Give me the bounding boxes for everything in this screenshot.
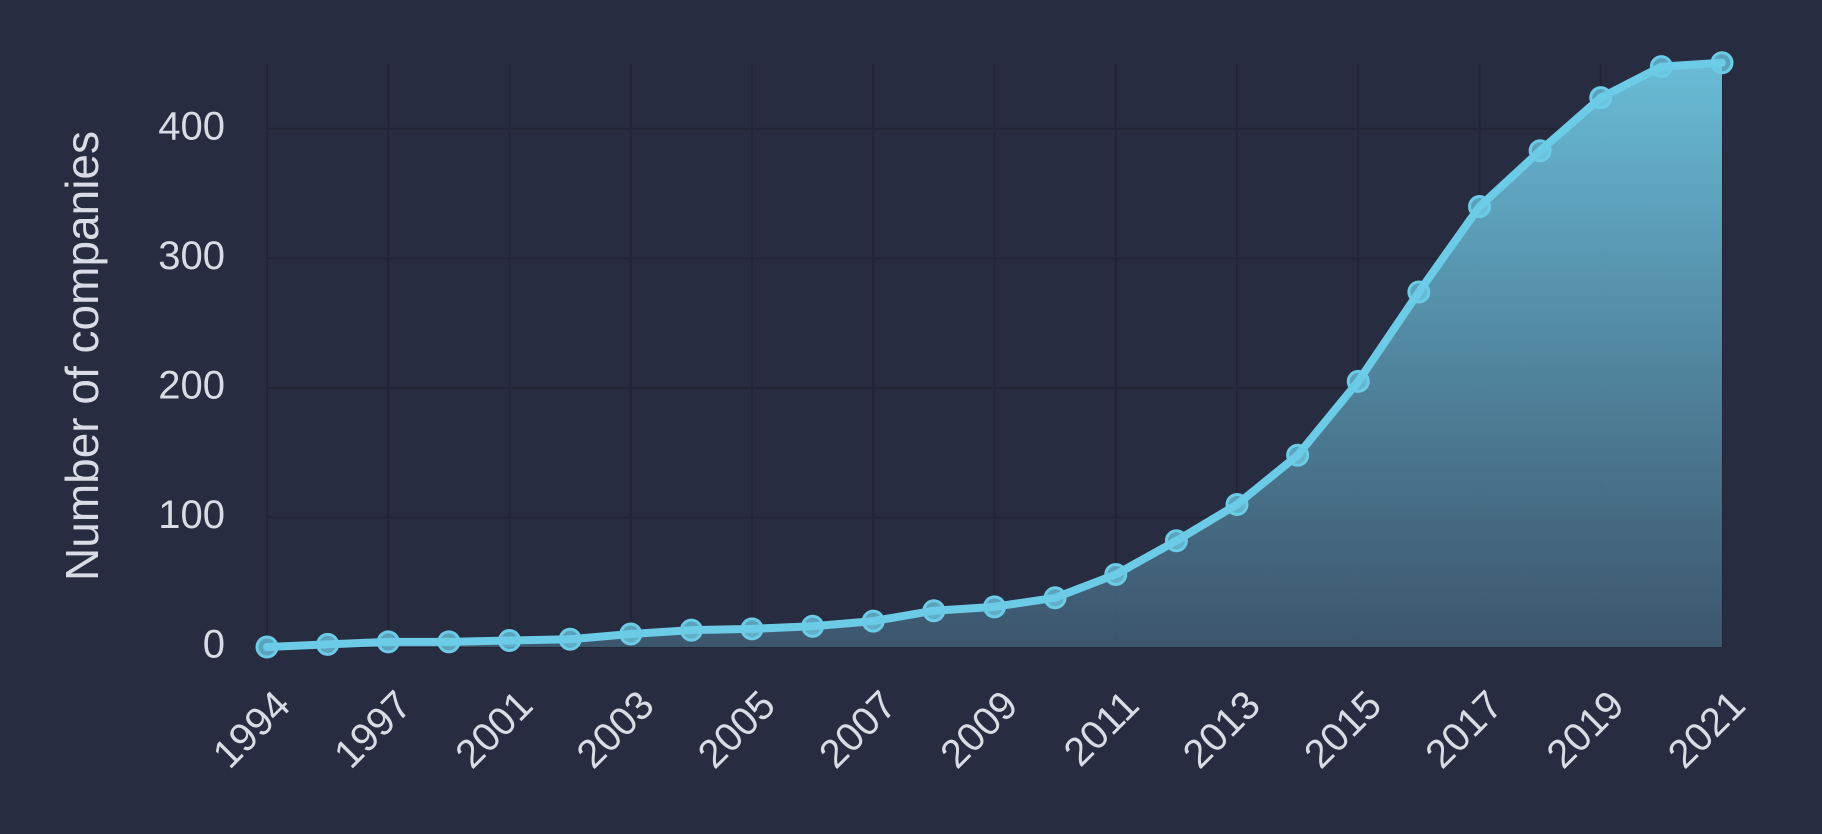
point <box>558 627 582 651</box>
point <box>316 632 340 656</box>
x-tick-label: 2007 <box>811 683 905 777</box>
point <box>1043 586 1067 610</box>
point <box>740 617 764 641</box>
y-tick-label: 300 <box>158 234 225 278</box>
x-tick-label: 1994 <box>205 683 299 777</box>
x-tick-label: 2017 <box>1417 683 1511 777</box>
x-tick-label: 1997 <box>326 683 420 777</box>
point <box>376 630 400 654</box>
point <box>1104 562 1128 586</box>
point <box>1649 55 1673 79</box>
point <box>437 630 461 654</box>
point <box>1589 86 1613 110</box>
x-tick-label: 2015 <box>1296 683 1390 777</box>
point <box>1164 529 1188 553</box>
x-tick-label: 2011 <box>1056 683 1148 775</box>
point <box>255 635 279 659</box>
point <box>1286 443 1310 467</box>
point <box>619 622 643 646</box>
area <box>267 62 1722 647</box>
point <box>679 618 703 642</box>
x-tick-label: 2009 <box>932 683 1026 777</box>
y-tick-label: 100 <box>158 493 225 537</box>
x-tick-label: 2019 <box>1539 683 1633 777</box>
point <box>498 629 521 653</box>
y-tick-label: 200 <box>158 363 225 407</box>
point <box>1468 195 1491 219</box>
point <box>1346 369 1370 393</box>
point <box>861 609 885 633</box>
point <box>922 599 946 623</box>
y-tick-label: 400 <box>158 104 225 148</box>
point <box>1528 139 1552 163</box>
x-tick-label: 2013 <box>1175 683 1269 777</box>
x-tick-label: 2005 <box>690 683 784 777</box>
point <box>1225 492 1249 516</box>
y-axis-title: Number of companies <box>56 131 108 581</box>
point <box>801 614 825 638</box>
point <box>1407 280 1431 304</box>
point <box>1710 51 1734 75</box>
x-tick-label: 2001 <box>447 683 541 777</box>
point <box>983 595 1006 619</box>
y-tick-label: 0 <box>203 623 225 667</box>
x-tick-label: 2021 <box>1660 683 1754 777</box>
x-tick-label: 2003 <box>569 683 663 777</box>
